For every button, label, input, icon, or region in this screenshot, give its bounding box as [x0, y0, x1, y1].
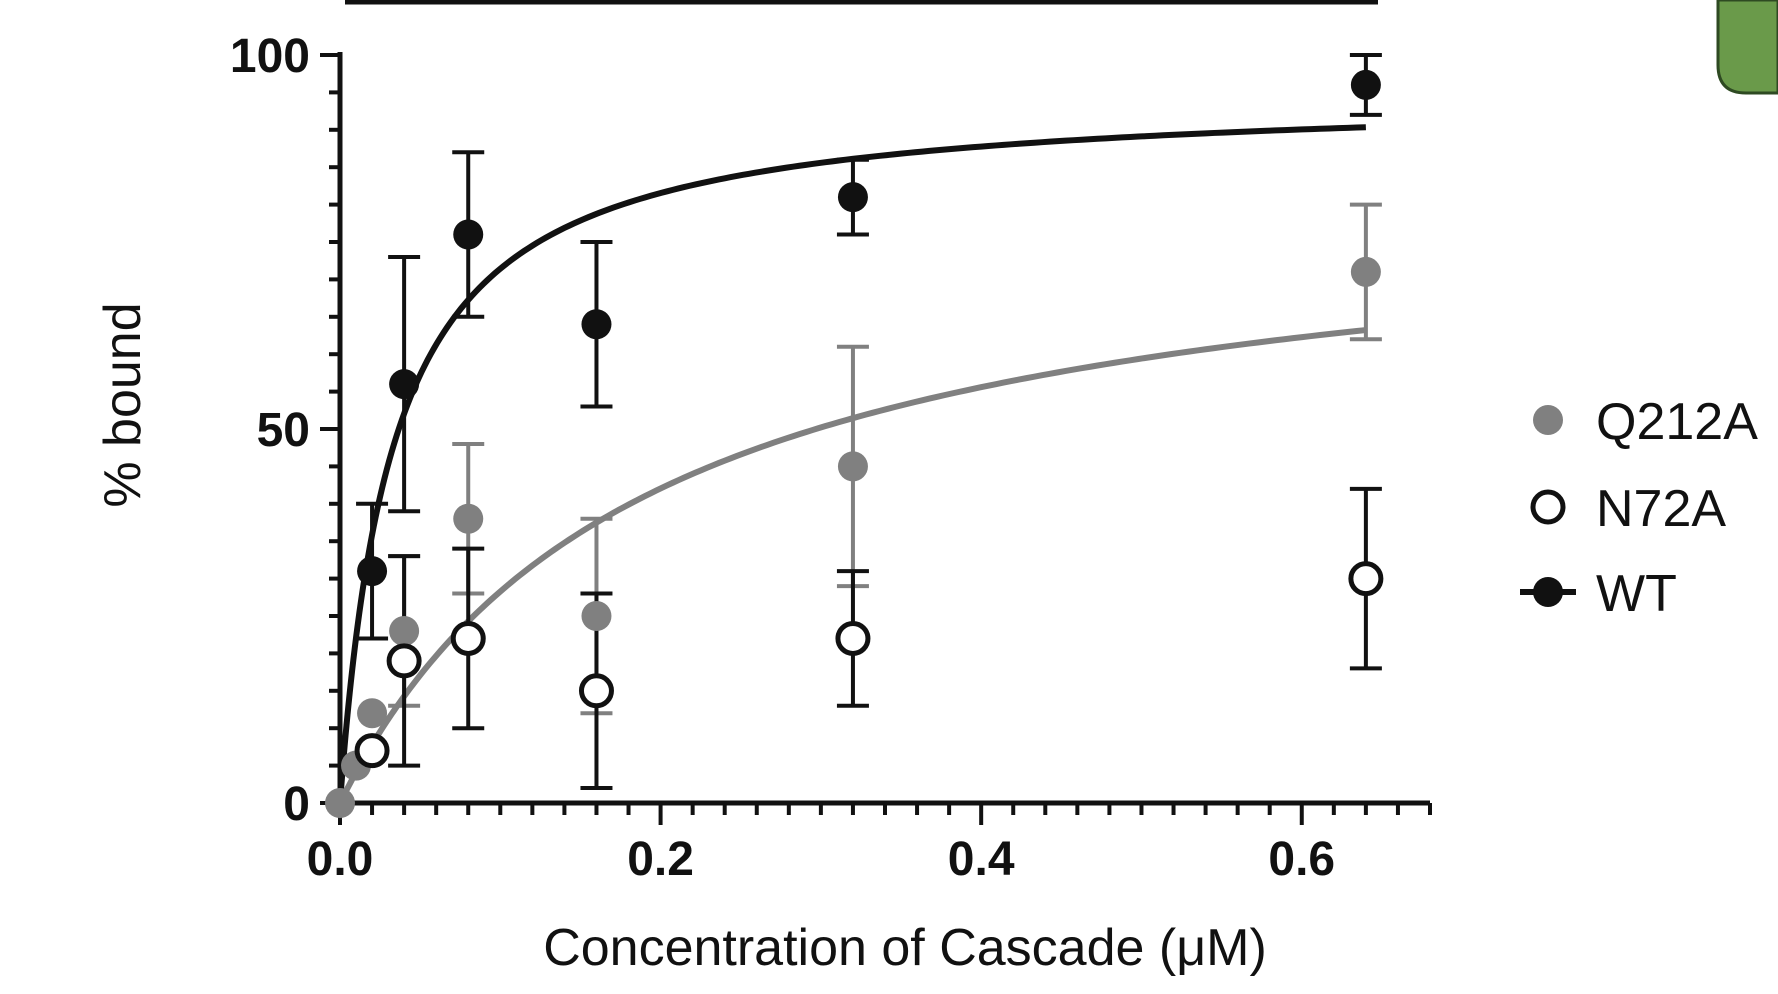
data-point-n72a	[835, 620, 871, 656]
data-point-q212a	[581, 601, 612, 631]
data-point-wt	[837, 182, 868, 213]
data-point-wt	[581, 309, 612, 340]
data-point-q212a	[325, 788, 355, 818]
x-tick-label: 0.4	[948, 833, 1015, 886]
x-tick-label: 0.6	[1268, 833, 1335, 886]
fit-curve-q212a	[337, 327, 1367, 805]
data-point-wt	[389, 369, 420, 400]
legend-marker-n72a	[1530, 489, 1566, 525]
data-point-n72a	[1348, 561, 1384, 597]
data-point-n72a	[386, 643, 422, 679]
legend-label-n72a: N72A	[1596, 480, 1726, 538]
fit-curves	[337, 124, 1367, 805]
x-tick-label: 0.0	[307, 833, 374, 886]
y-tick-label: 50	[257, 404, 310, 457]
data-point-wt	[1350, 69, 1381, 100]
data-point-wt	[357, 556, 388, 587]
data-marks	[325, 53, 1384, 818]
legend-marker-q212a	[1533, 405, 1563, 435]
data-point-q212a	[837, 451, 868, 482]
legend-label-q212a: Q212A	[1596, 393, 1758, 451]
y-tick-label: 100	[230, 30, 310, 83]
legend-marker-wt	[1533, 577, 1563, 607]
x-axis-title: Concentration of Cascade (μM)	[543, 919, 1267, 977]
data-point-n72a	[354, 733, 390, 769]
y-tick-label: 0	[283, 778, 310, 831]
green-panel-corner	[1716, 0, 1778, 95]
legend-label-wt: WT	[1596, 565, 1677, 623]
fit-curve-wt	[337, 124, 1366, 804]
data-point-q212a	[389, 615, 420, 646]
x-tick-label: 0.2	[627, 833, 694, 886]
data-point-n72a	[450, 620, 486, 656]
data-point-n72a	[578, 673, 614, 709]
data-point-wt	[453, 219, 484, 250]
y-axis-title: % bound	[94, 302, 152, 507]
axes: 0 50 100 0.0 0.2 0.4 0.6	[230, 30, 1432, 886]
legend: Q212A N72A WT	[1520, 393, 1758, 623]
data-point-q212a	[1350, 256, 1381, 287]
data-point-q212a	[357, 698, 388, 729]
data-point-q212a	[453, 503, 484, 534]
